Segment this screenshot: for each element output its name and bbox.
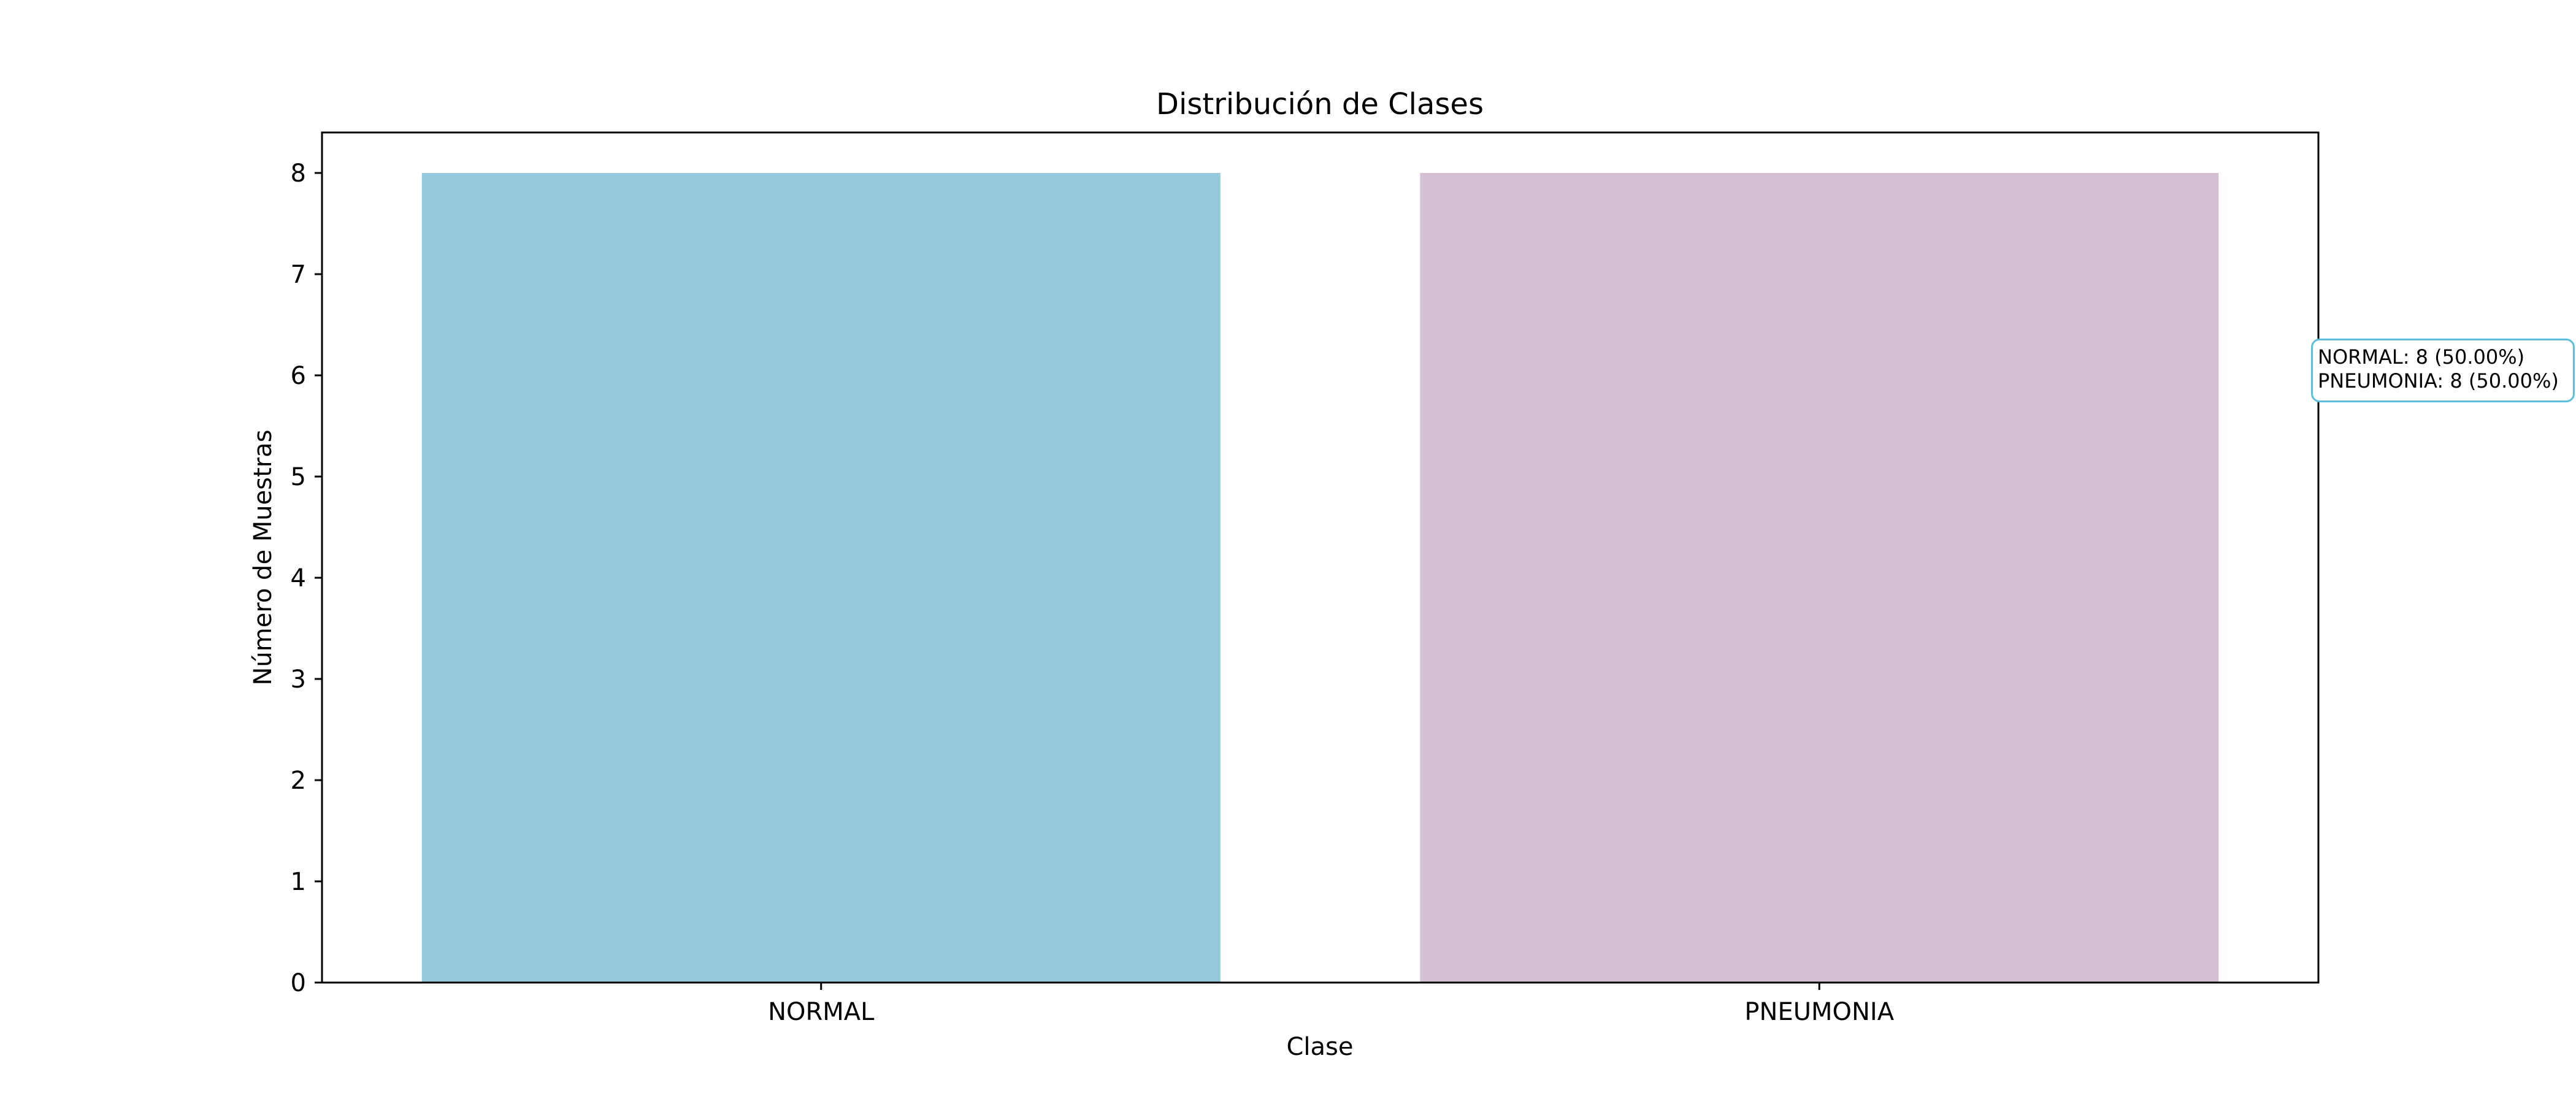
bars-layer (421, 173, 2219, 983)
chart-title: Distribución de Clases (1156, 87, 1484, 121)
annotation-line-pneumonia: PNEUMONIA: 8 (50.00%) (2318, 369, 2559, 393)
y-tick-label: 2 (291, 767, 306, 795)
y-tick-label: 3 (291, 665, 306, 694)
y-tick-label: 6 (291, 362, 306, 390)
bar-pneumonia (1420, 173, 2219, 983)
x-axis-label: Clase (1286, 1033, 1353, 1061)
y-tick-label: 5 (291, 463, 306, 491)
y-axis: 0 1 2 3 4 5 6 7 8 (291, 159, 322, 997)
y-tick-label: 4 (291, 564, 306, 592)
y-tick-label: 7 (291, 261, 306, 289)
y-tick-label: 1 (291, 868, 306, 896)
x-axis: NORMAL PNEUMONIA (768, 983, 1895, 1026)
annotation-line-normal: NORMAL: 8 (50.00%) (2318, 345, 2525, 369)
y-tick-label: 8 (291, 159, 306, 188)
class-summary-annotation: NORMAL: 8 (50.00%) PNEUMONIA: 8 (50.00%) (2311, 339, 2575, 402)
bar-normal (421, 173, 1221, 983)
x-tick-label-pneumonia: PNEUMONIA (1744, 998, 1894, 1026)
x-tick-label-normal: NORMAL (768, 998, 875, 1026)
y-axis-label: Número de Muestras (249, 429, 277, 685)
plot-frame (321, 131, 2320, 984)
y-tick-label: 0 (291, 969, 306, 997)
